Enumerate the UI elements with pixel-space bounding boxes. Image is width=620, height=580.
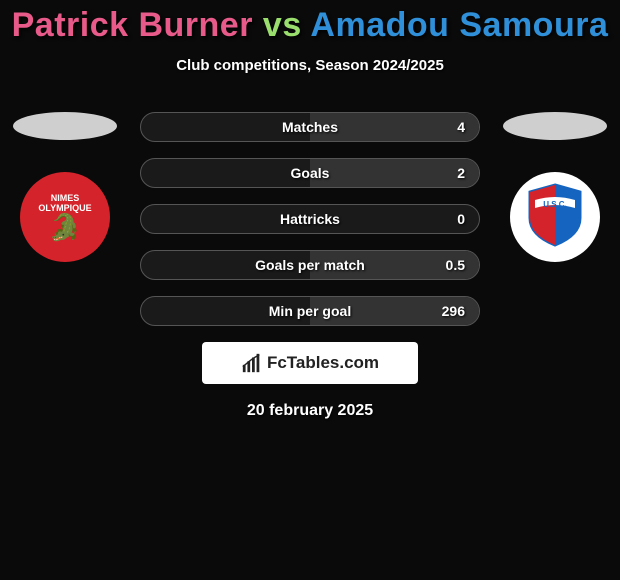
club-logo-right: U.S.C.: [510, 172, 600, 262]
stat-value-right: 2: [457, 165, 465, 181]
crocodile-icon: 🐊: [38, 214, 91, 240]
player2-name: Amadou Samoura: [310, 6, 608, 44]
stat-value-right: 0.5: [446, 257, 465, 273]
club-logo-left-inner: NIMES OLYMPIQUE 🐊: [38, 194, 91, 240]
subtitle: Club competitions, Season 2024/2025: [0, 57, 620, 74]
stat-label: Matches: [282, 119, 338, 135]
branding-badge: FcTables.com: [202, 342, 418, 384]
stat-value-right: 0: [457, 211, 465, 227]
stat-label: Min per goal: [269, 303, 351, 319]
left-player-column: NIMES OLYMPIQUE 🐊: [10, 112, 120, 262]
branding-text: FcTables.com: [267, 353, 379, 373]
stat-row: Goals 2: [140, 158, 480, 188]
player1-name: Patrick Burner: [12, 6, 253, 44]
svg-text:U.S.C.: U.S.C.: [543, 200, 567, 209]
club-logo-left: NIMES OLYMPIQUE 🐊: [20, 172, 110, 262]
stat-fill-right: [310, 159, 479, 187]
shield-icon: U.S.C.: [520, 180, 590, 250]
stat-row: Min per goal 296: [140, 296, 480, 326]
right-player-column: U.S.C.: [500, 112, 610, 262]
stat-value-right: 296: [442, 303, 465, 319]
stats-list: Matches 4 Goals 2 Hattricks 0 Goals per match 0…: [140, 112, 480, 326]
snapshot-date: 20 february 2025: [0, 402, 620, 420]
stat-label: Goals per match: [255, 257, 365, 273]
stat-row: Goals per match 0.5: [140, 250, 480, 280]
stat-row: Hattricks 0: [140, 204, 480, 234]
stat-label: Hattricks: [280, 211, 340, 227]
stat-value-right: 4: [457, 119, 465, 135]
club-logo-right-inner: U.S.C.: [520, 180, 590, 255]
chart-icon: [241, 352, 263, 374]
player1-avatar-placeholder: [13, 112, 117, 140]
page-title: Patrick Burner vs Amadou Samoura: [0, 0, 620, 45]
stat-row: Matches 4: [140, 112, 480, 142]
stat-label: Goals: [291, 165, 330, 181]
comparison-panel: NIMES OLYMPIQUE 🐊 U.S.C. Matches 4 Goals 2 H…: [0, 112, 620, 420]
player2-avatar-placeholder: [503, 112, 607, 140]
vs-text: vs: [263, 6, 302, 44]
